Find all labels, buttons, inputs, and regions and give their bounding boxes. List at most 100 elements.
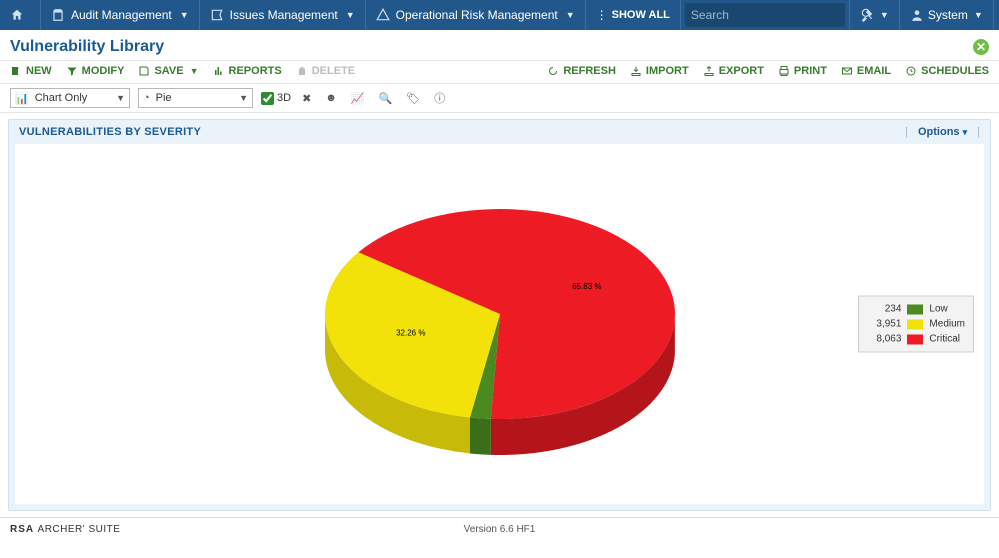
legend-label: Critical <box>929 332 960 347</box>
brand-bold: RSA <box>10 524 34 535</box>
new-label: NEW <box>26 65 52 77</box>
modify-label: MODIFY <box>82 65 125 77</box>
issues-icon <box>210 8 224 22</box>
email-icon <box>841 65 853 77</box>
dots-icon: ⋮ <box>596 8 606 22</box>
risk-icon <box>376 8 390 22</box>
schedules-button[interactable]: SCHEDULES <box>905 65 989 77</box>
nav-item-issues[interactable]: Issues Management ▼ <box>200 0 366 30</box>
import-label: IMPORT <box>646 65 689 77</box>
chevron-down-icon: ▼ <box>239 93 248 103</box>
clock-icon <box>905 65 917 77</box>
svg-text:65.83 %: 65.83 % <box>572 282 601 291</box>
search-box[interactable] <box>685 3 845 27</box>
tool-info-icon[interactable]: ⓘ <box>431 90 448 106</box>
sep: | <box>977 126 980 138</box>
panel-header: VULNERABILITIES BY SEVERITY | Options ▾ … <box>9 120 990 144</box>
show-all-label: SHOW ALL <box>612 9 670 21</box>
close-button[interactable]: ✕ <box>973 39 989 55</box>
sep: | <box>905 126 908 138</box>
print-button[interactable]: PRINT <box>778 65 827 77</box>
legend-row: 8,063 Critical <box>867 332 965 347</box>
user-menu[interactable]: System ▼ <box>899 0 993 30</box>
chevron-down-icon: ▾ <box>963 127 968 137</box>
tools-icon <box>860 8 874 22</box>
legend-label: Medium <box>929 317 965 332</box>
refresh-button[interactable]: REFRESH <box>547 65 616 77</box>
tool-tag-icon[interactable]: 🏷 <box>403 92 423 105</box>
chart-legend: 234 Low 3,951 Medium 8,063 Critical <box>858 296 974 353</box>
brand-rest: ARCHER' SUITE <box>38 524 121 535</box>
tools-menu[interactable]: ▼ <box>849 0 899 30</box>
search-input[interactable] <box>685 4 852 26</box>
email-button[interactable]: EMAIL <box>841 65 891 77</box>
nav-item-risk[interactable]: Operational Risk Management ▼ <box>366 0 586 30</box>
brand: RSA ARCHER' SUITE <box>10 524 120 535</box>
page-title: Vulnerability Library <box>10 38 164 56</box>
nav-label: Audit Management <box>71 8 172 22</box>
three-d-checkbox[interactable]: 3D <box>261 92 291 105</box>
chevron-down-icon: ▼ <box>974 10 983 20</box>
nav-label: Issues Management <box>230 8 338 22</box>
chevron-down-icon: ▼ <box>190 66 199 76</box>
options-label: Options <box>918 126 960 138</box>
legend-swatch <box>907 304 923 314</box>
user-icon <box>910 8 924 22</box>
filter-icon <box>66 65 78 77</box>
legend-count: 8,063 <box>867 332 901 347</box>
home-button[interactable] <box>0 0 41 30</box>
new-button[interactable]: NEW <box>10 65 52 77</box>
import-icon <box>630 65 642 77</box>
chart-type-dropdown[interactable]: ◔ Pie ▼ <box>138 88 253 108</box>
chevron-down-icon: ▼ <box>346 10 355 20</box>
chart-body: 32.26 % 65.83 % 234 Low 3,951 Medium 8,06… <box>15 144 984 504</box>
help-button[interactable]: ? <box>993 0 999 30</box>
reports-button[interactable]: REPORTS <box>213 65 282 77</box>
chevron-down-icon: ▼ <box>180 10 189 20</box>
panel-options: | Options ▾ | <box>905 126 980 138</box>
export-button[interactable]: EXPORT <box>703 65 764 77</box>
legend-count: 3,951 <box>867 317 901 332</box>
home-icon <box>10 8 24 22</box>
tool-globe-icon[interactable]: ☻ <box>322 92 340 104</box>
email-label: EMAIL <box>857 65 891 77</box>
view-mode-dropdown[interactable]: 📊 Chart Only ▼ <box>10 88 130 108</box>
page-title-row: Vulnerability Library ✕ <box>0 30 999 61</box>
import-button[interactable]: IMPORT <box>630 65 689 77</box>
nav-show-all[interactable]: ⋮ SHOW ALL <box>586 0 681 30</box>
refresh-icon <box>547 65 559 77</box>
delete-label: DELETE <box>312 65 355 77</box>
chevron-down-icon: ▼ <box>566 10 575 20</box>
modify-button[interactable]: MODIFY <box>66 65 125 77</box>
chart-icon <box>213 65 225 77</box>
legend-swatch <box>907 319 923 329</box>
panel-container: VULNERABILITIES BY SEVERITY | Options ▾ … <box>0 113 999 517</box>
panel-title: VULNERABILITIES BY SEVERITY <box>19 126 201 138</box>
chart-type-label: Pie <box>156 92 233 104</box>
svg-text:32.26 %: 32.26 % <box>396 329 425 338</box>
legend-row: 234 Low <box>867 302 965 317</box>
version-label: Version 6.6 HF1 <box>464 524 536 535</box>
nav-item-audit[interactable]: Audit Management ▼ <box>41 0 200 30</box>
options-button[interactable]: Options ▾ <box>918 126 967 138</box>
tool-stats-icon[interactable]: 📈 <box>348 92 368 105</box>
chevron-down-icon: ▼ <box>116 93 125 103</box>
close-icon: ✕ <box>976 40 986 54</box>
legend-row: 3,951 Medium <box>867 317 965 332</box>
save-icon <box>138 65 150 77</box>
pie-icon: ◔ <box>143 92 150 104</box>
clipboard-icon <box>51 8 65 22</box>
save-label: SAVE <box>154 65 183 77</box>
pie-svg: 32.26 % 65.83 % <box>200 164 800 484</box>
tool-zoom-icon[interactable]: 🔍 <box>376 92 396 105</box>
tool-settings-icon[interactable]: ✖ <box>299 92 314 105</box>
action-toolbar: NEW MODIFY SAVE▼ REPORTS DELETE REFRESH … <box>0 61 999 84</box>
legend-count: 234 <box>867 302 901 317</box>
footer: RSA ARCHER' SUITE Version 6.6 HF1 <box>0 517 999 545</box>
save-button[interactable]: SAVE ▼ <box>138 65 198 77</box>
view-mode-label: Chart Only <box>35 92 110 104</box>
three-d-input[interactable] <box>261 92 274 105</box>
trash-icon <box>296 65 308 77</box>
pie-chart: 32.26 % 65.83 % <box>15 164 984 484</box>
top-nav: Audit Management ▼ Issues Management ▼ O… <box>0 0 999 30</box>
